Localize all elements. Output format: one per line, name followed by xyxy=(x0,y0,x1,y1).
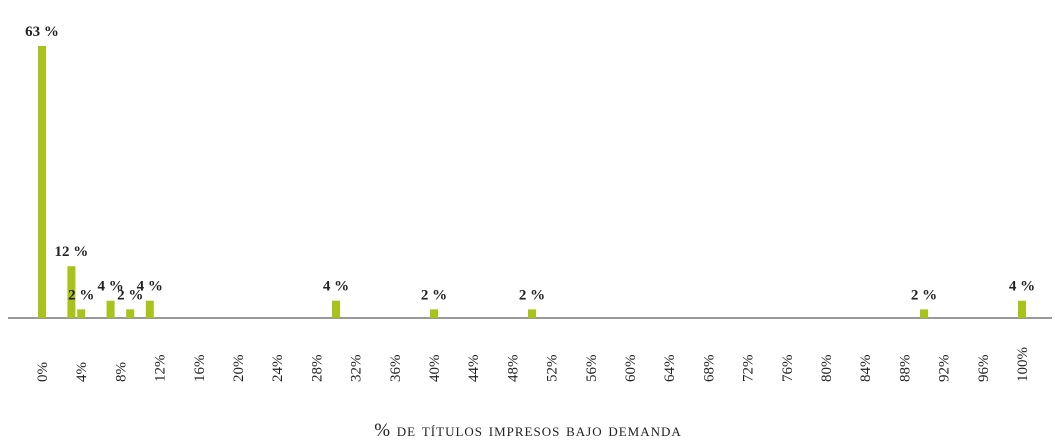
x-tick-label: 100% xyxy=(1015,347,1031,382)
x-tick-label: 44% xyxy=(466,355,482,383)
value-label: 2 % xyxy=(421,287,447,303)
x-tick-label: 0% xyxy=(35,362,51,382)
x-tick-label: 84% xyxy=(858,355,874,383)
x-tick-label: 52% xyxy=(545,355,561,383)
value-label: 4 % xyxy=(97,279,123,295)
bar xyxy=(528,309,536,318)
bar xyxy=(145,300,154,318)
bar xyxy=(126,309,135,318)
value-label: 4 % xyxy=(323,279,349,295)
value-label: 4 % xyxy=(137,279,163,295)
bar xyxy=(332,300,340,318)
x-tick-label: 56% xyxy=(584,355,600,383)
x-tick-label: 64% xyxy=(662,355,678,383)
value-label: 63 % xyxy=(25,24,59,40)
x-tick-label: 32% xyxy=(349,355,365,383)
value-label: 4 % xyxy=(1009,279,1035,295)
x-tick-label: 16% xyxy=(192,355,208,383)
x-tick-label: 60% xyxy=(623,355,639,383)
x-tick-label: 40% xyxy=(427,355,443,383)
x-tick-label: 48% xyxy=(505,355,521,383)
bar xyxy=(77,309,86,318)
x-tick-label: 76% xyxy=(780,355,796,383)
x-tick-label: 12% xyxy=(153,355,169,383)
x-tick-label: 80% xyxy=(819,355,835,383)
bar xyxy=(920,309,928,318)
bar xyxy=(106,300,115,318)
value-label: 12 % xyxy=(55,244,89,260)
x-tick-label: 88% xyxy=(897,355,913,383)
x-tick-label: 4% xyxy=(74,362,90,382)
x-tick-label: 20% xyxy=(231,355,247,383)
value-label: 2 % xyxy=(519,287,545,303)
bar xyxy=(38,46,46,318)
x-tick-label: 72% xyxy=(741,355,757,383)
x-tick-label: 36% xyxy=(388,355,404,383)
x-tick-label: 8% xyxy=(113,362,129,382)
value-label: 2 % xyxy=(68,287,94,303)
x-tick-label: 92% xyxy=(937,355,953,383)
x-tick-label: 24% xyxy=(270,355,286,383)
value-label: 2 % xyxy=(117,287,143,303)
value-label: 2 % xyxy=(911,287,937,303)
x-tick-label: 96% xyxy=(976,355,992,383)
bar xyxy=(67,266,76,318)
bar xyxy=(430,309,438,318)
x-axis-title: % de títulos impresos bajo demanda xyxy=(374,420,682,440)
bar xyxy=(1018,300,1026,318)
x-tick-label: 28% xyxy=(309,355,325,383)
x-tick-label: 68% xyxy=(701,355,717,383)
